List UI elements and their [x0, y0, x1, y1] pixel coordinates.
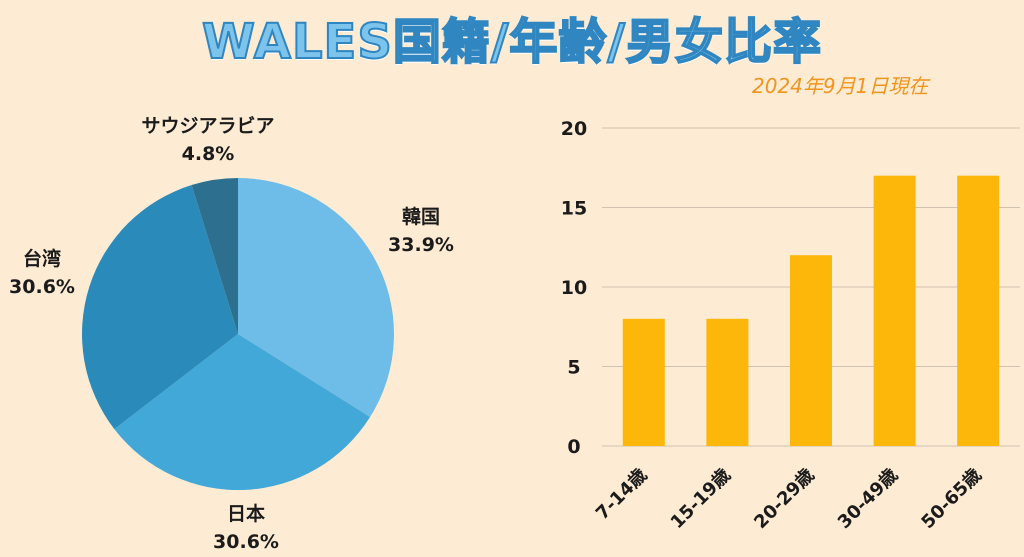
pie-slice-percent-label: 30.6% [9, 276, 75, 298]
x-tick-label: 15-19歳 [667, 465, 735, 533]
pie-slice [114, 334, 371, 490]
y-tick-label: 0 [567, 436, 580, 458]
bar [622, 318, 665, 446]
bar [873, 175, 916, 446]
pie-chart: 韓国 33.9% 日本 30.6% 台湾 30.6% サウジアラビア 4.8% [9, 115, 454, 553]
y-tick-label: 5 [567, 357, 580, 379]
pie-slice-label: 韓国 [402, 205, 440, 228]
bar [957, 175, 1000, 446]
x-tick-label: 30-49歳 [834, 465, 902, 533]
y-tick-label: 20 [561, 118, 587, 140]
pie-slice-percent-label: 30.6% [213, 531, 279, 553]
x-tick-label: 20-29歳 [750, 465, 818, 533]
pie-slice-label: 台湾 [23, 247, 61, 270]
bar [790, 255, 832, 446]
bar-chart: 0 5 10 15 20 7-14歳 15-19歳 20-29歳 30-49歳 50-65歳 [561, 118, 1020, 533]
page-title: WALES国籍/年齢/男女比率 [201, 13, 822, 71]
pie-slice-percent-label: 33.9% [388, 234, 454, 256]
pie-slice [82, 185, 239, 430]
pie-slice-percent-label: 4.8% [182, 143, 235, 165]
pie-slice-label: 日本 [227, 502, 265, 525]
pie-slice [238, 178, 394, 418]
x-tick-label: 50-65歳 [917, 465, 985, 533]
date-label: 2024年9月1日現在 [752, 74, 929, 98]
x-tick-label: 7-14歳 [592, 465, 651, 524]
y-tick-label: 15 [561, 198, 587, 220]
y-tick-label: 10 [561, 277, 587, 299]
pie-slice [191, 178, 238, 334]
pie-slice-label: サウジアラビア [141, 115, 274, 137]
bar [706, 318, 749, 446]
